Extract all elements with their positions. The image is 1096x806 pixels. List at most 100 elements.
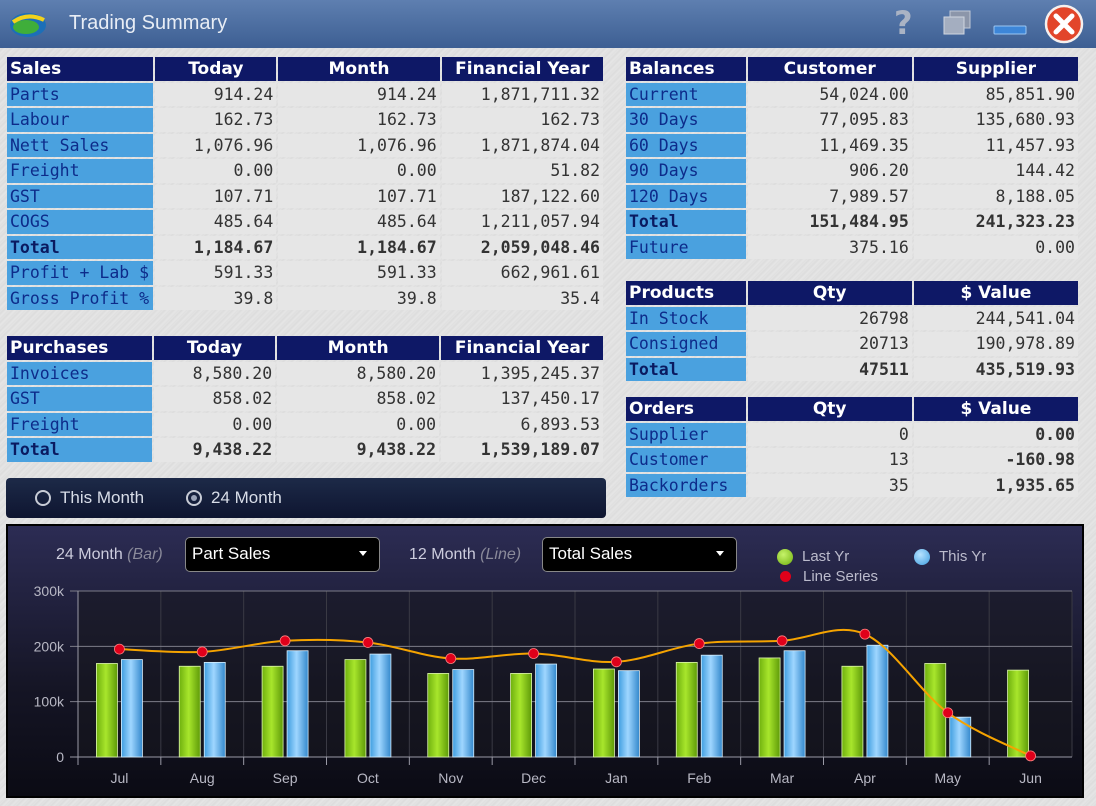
legend-last-yr: Last Yr: [777, 548, 849, 565]
cell: 9,438.22: [153, 438, 276, 462]
table-row: COGS 485.64 485.64 1,211,057.94: [7, 210, 603, 234]
row-label: 30 Days: [626, 108, 746, 132]
products-table: Products Qty $ Value In Stock 26798 244,54…: [624, 279, 1080, 383]
qty-header: Qty: [747, 397, 912, 421]
cell: 85,851.90: [913, 82, 1078, 106]
line-period-text: 12 Month: [409, 546, 476, 563]
line-series-value: Total Sales: [549, 544, 633, 563]
cell: 914.24: [278, 82, 440, 106]
table-row: 60 Days 11,469.35 11,457.93: [626, 133, 1078, 157]
y-tick-label: 300k: [34, 583, 65, 599]
row-label: Backorders: [626, 473, 746, 497]
x-tick-label: Nov: [438, 770, 463, 786]
bar-last-yr: [593, 668, 615, 758]
table-row: Supplier 0 0.00: [626, 422, 1078, 446]
restore-icon[interactable]: [940, 6, 974, 40]
row-label: Total: [626, 210, 746, 234]
cell: 7,989.57: [747, 184, 912, 208]
row-label: Future: [626, 235, 746, 259]
cell: 35.4: [441, 286, 603, 310]
cell: 162.73: [155, 108, 277, 132]
cell: 485.64: [155, 210, 277, 234]
bar-this-yr: [700, 654, 723, 758]
radio-label: 24 Month: [211, 488, 282, 507]
row-label: Total: [7, 235, 154, 259]
y-tick-label: 0: [56, 749, 64, 765]
row-label: Consigned: [626, 332, 746, 356]
row-label: Parts: [7, 82, 154, 106]
cell: 11,457.93: [913, 133, 1078, 157]
question-icon[interactable]: ?: [890, 6, 920, 40]
cell: 8,580.20: [153, 361, 276, 385]
row-label: COGS: [7, 210, 154, 234]
cell: 1,076.96: [278, 133, 440, 157]
x-tick-label: Jan: [605, 770, 628, 786]
bar-control-label: 24 Month (Bar): [56, 546, 163, 564]
bar-series-dropdown[interactable]: Part Sales: [185, 537, 380, 572]
x-tick-label: Aug: [190, 770, 215, 786]
x-tick-label: May: [935, 770, 961, 786]
cell: 54,024.00: [747, 82, 912, 106]
line-series-marker: [528, 648, 539, 659]
qty-header: Qty: [747, 281, 912, 305]
line-series-marker: [445, 653, 457, 664]
cell: 0.00: [153, 412, 276, 436]
orders-table: Orders Qty $ Value Supplier 0 0.00 Custome…: [624, 395, 1080, 499]
table-row: Freight 0.00 0.00 51.82: [7, 159, 603, 183]
table-row: Backorders 35 1,935.65: [626, 473, 1078, 497]
this-month-radio[interactable]: This Month: [35, 488, 144, 508]
cell: 435,519.93: [913, 357, 1078, 381]
cell: 1,935.65: [913, 473, 1078, 497]
cell: 13: [747, 448, 912, 472]
bar-this-yr: [618, 670, 640, 758]
radio-off-icon: [35, 490, 51, 506]
minimize-icon[interactable]: [992, 6, 1028, 40]
x-tick-label: Dec: [521, 770, 546, 786]
cell: 0.00: [278, 159, 440, 183]
line-series-path: [119, 629, 1032, 757]
table-row: GST 858.02 858.02 137,450.17: [7, 387, 603, 411]
table-row: 90 Days 906.20 144.42: [626, 159, 1078, 183]
line-series-dropdown[interactable]: Total Sales: [542, 537, 737, 572]
table-row: GST 107.71 107.71 187,122.60: [7, 184, 603, 208]
row-label: Total: [626, 357, 746, 381]
row-label: Invoices: [7, 361, 152, 385]
bar-hint: (Bar): [127, 546, 163, 563]
y-tick-label: 100k: [34, 694, 65, 710]
bar-this-yr: [203, 661, 226, 758]
orders-header: Orders: [626, 397, 746, 421]
financial-year-header: Financial Year: [441, 336, 603, 360]
cell: 47511: [747, 357, 912, 381]
total-row: Total 47511 435,519.93: [626, 357, 1078, 381]
bar-this-yr: [121, 659, 143, 758]
x-tick-label: Oct: [357, 770, 379, 786]
cell: 1,871,711.32: [441, 82, 603, 106]
orders-header-row: Orders Qty $ Value: [626, 397, 1078, 421]
24-month-radio[interactable]: 24 Month: [186, 488, 282, 508]
summary-body: Sales Today Month Financial Year Parts 91…: [0, 48, 1096, 806]
cell: 1,539,189.07: [441, 438, 603, 462]
sales-chart: 0 100k 200k 300k Jul Aug Sep Oct Nov Dec Jan Feb Mar…: [34, 583, 1073, 786]
red-dot-icon: [780, 571, 791, 582]
line-series-marker: [942, 707, 954, 719]
legend-label: Line Series: [803, 568, 879, 585]
legend-label: Last Yr: [802, 548, 850, 565]
today-header: Today: [155, 57, 277, 81]
total-row: Total 9,438.22 9,438.22 1,539,189.07: [7, 438, 603, 462]
cell: 375.16: [747, 235, 912, 259]
cell: 144.42: [913, 159, 1078, 183]
table-row: Nett Sales 1,076.96 1,076.96 1,871,874.04: [7, 133, 603, 157]
legend-line-series: Line Series: [780, 568, 878, 585]
row-label: Freight: [7, 159, 154, 183]
period-selector: This Month 24 Month: [6, 478, 606, 518]
close-icon[interactable]: [1044, 4, 1084, 44]
financial-year-header: Financial Year: [441, 57, 603, 81]
window-title: Trading Summary: [69, 12, 228, 34]
cell: -160.98: [913, 448, 1078, 472]
cell: 0.00: [277, 412, 440, 436]
cell: 591.33: [278, 261, 440, 285]
cell: 162.73: [441, 108, 603, 132]
row-label: Nett Sales: [7, 133, 154, 157]
balances-header-row: Balances Customer Supplier: [626, 57, 1078, 81]
row-label: Freight: [7, 412, 152, 436]
